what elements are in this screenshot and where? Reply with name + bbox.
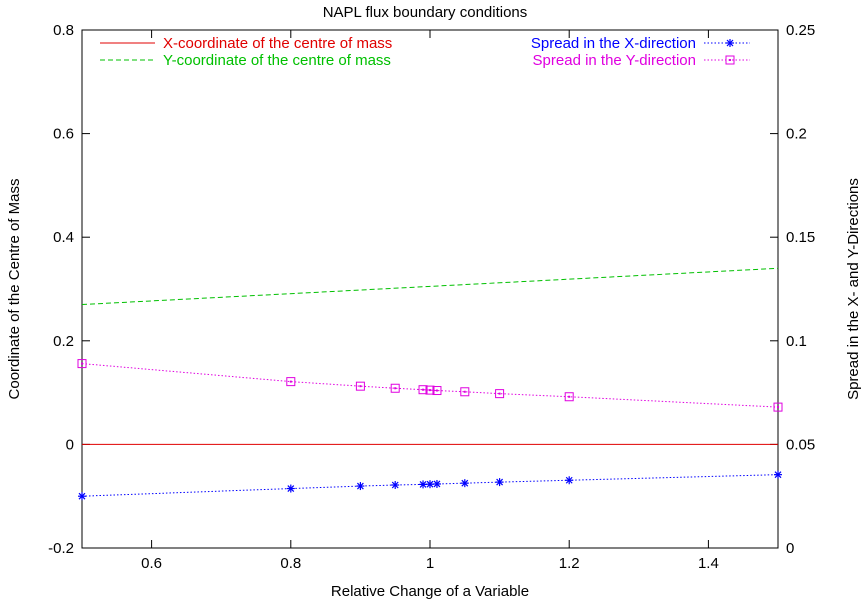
- x-tick-label: 1.2: [559, 555, 580, 572]
- x-tick-label: 0.6: [141, 555, 162, 572]
- data-point: [425, 385, 435, 395]
- y-axis-label: Coordinate of the Centre of Mass: [6, 179, 23, 400]
- x-axis-label: Relative Change of a Variable: [331, 583, 529, 600]
- y-tick-label: 0: [66, 436, 74, 453]
- data-point: [564, 392, 574, 402]
- y-tick-label: 0.4: [53, 229, 74, 246]
- y-tick-label: 0.8: [53, 22, 74, 39]
- legend-label: Y-coordinate of the centre of mass: [163, 52, 391, 69]
- axis-ticks: 0.6 0.8 1 1.2 1.4 -0.2 0 0.2 0.4 0.6 0.8 0 0.05 0.1 0.…: [48, 22, 815, 572]
- legend-label: Spread in the X-direction: [531, 35, 696, 52]
- series-layer: [77, 267, 783, 501]
- series-line: [81, 363, 779, 408]
- y2-tick-label: 0.25: [786, 22, 815, 39]
- chart-title: NAPL flux boundary conditions: [323, 4, 528, 21]
- data-point: [426, 480, 434, 489]
- legend-item: Y-coordinate of the centre of mass: [100, 52, 391, 69]
- series-line: [81, 267, 779, 306]
- y-tick-label: 0.2: [53, 333, 74, 350]
- x-tick-label: 0.8: [280, 555, 301, 572]
- data-point: [418, 385, 428, 395]
- data-point: [495, 389, 505, 399]
- legend-item: Spread in the X-direction: [531, 35, 750, 52]
- legend-marker: [726, 39, 734, 47]
- data-point: [286, 484, 295, 493]
- data-point: [432, 479, 441, 488]
- x-tick-label: 1: [426, 555, 434, 572]
- data-point: [419, 480, 428, 489]
- data-point: [773, 402, 783, 412]
- plot-frame: [81, 29, 779, 549]
- y2-tick-label: 0.05: [786, 436, 815, 453]
- y-tick-label: -0.2: [48, 540, 74, 557]
- y2-tick-label: 0.1: [786, 333, 807, 350]
- y2-tick-label: 0.2: [786, 126, 807, 143]
- series-2: [81, 267, 779, 306]
- x-tick-label: 1.4: [698, 555, 719, 572]
- series-4: [77, 359, 783, 412]
- data-point: [391, 481, 400, 490]
- data-point: [390, 383, 400, 393]
- data-point: [78, 492, 86, 501]
- legend-label: X-coordinate of the centre of mass: [163, 35, 392, 52]
- data-point: [286, 377, 296, 387]
- y2-axis-label: Spread in the X- and Y-Directions: [845, 178, 862, 400]
- y-tick-label: 0.6: [53, 126, 74, 143]
- legend-item: Spread in the Y-direction: [533, 52, 750, 69]
- series-3: [78, 470, 782, 501]
- data-point: [356, 482, 365, 491]
- data-point: [77, 359, 87, 369]
- legend-label: Spread in the Y-direction: [533, 52, 696, 69]
- data-point: [565, 476, 574, 485]
- data-point: [355, 381, 365, 391]
- data-point: [774, 470, 782, 479]
- data-point: [460, 479, 469, 488]
- legend-layer: X-coordinate of the centre of massY-coor…: [100, 35, 750, 69]
- y2-tick-label: 0.15: [786, 229, 815, 246]
- data-point: [495, 478, 504, 487]
- data-point: [432, 386, 442, 396]
- series-line: [81, 474, 779, 497]
- y2-tick-label: 0: [786, 540, 794, 557]
- data-point: [460, 387, 470, 397]
- legend-item: X-coordinate of the centre of mass: [100, 35, 392, 52]
- legend-marker: [725, 55, 735, 65]
